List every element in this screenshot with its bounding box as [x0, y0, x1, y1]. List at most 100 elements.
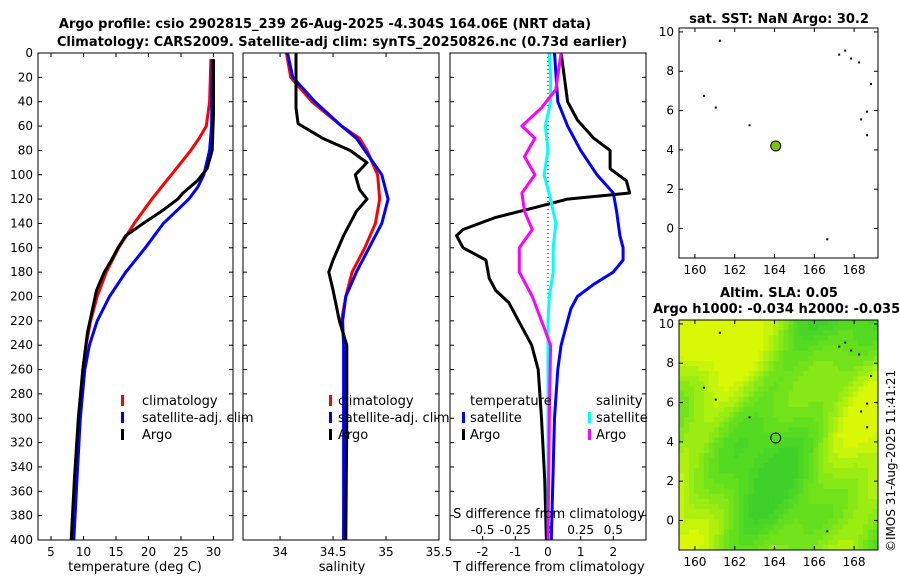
sla-cell: [773, 396, 779, 403]
sla-cell: [838, 534, 844, 541]
sla-cell: [768, 320, 774, 326]
sla-cell: [679, 376, 685, 382]
sla-cell: [808, 401, 814, 408]
sla-cell: [728, 473, 735, 479]
sla-cell: [773, 504, 779, 510]
sla-cell: [828, 519, 834, 525]
sla-cell: [683, 534, 690, 541]
sla-cell: [838, 529, 844, 536]
sla-cell: [773, 422, 779, 428]
sla-cell: [838, 386, 844, 392]
sla-cell: [703, 406, 710, 413]
sla-cell: [798, 452, 804, 459]
sla-cell: [698, 504, 705, 510]
sla-cell: [838, 330, 844, 336]
sst-map-title: sat. SST: NaN Argo: 30.2: [689, 12, 869, 27]
sla-cell: [783, 534, 789, 541]
sla-cell: [783, 524, 789, 530]
sla-cell: [823, 366, 829, 372]
sla-cell: [713, 427, 720, 433]
sla-cell: [863, 458, 869, 464]
sla-cell: [728, 452, 735, 459]
sla-cell: [718, 447, 725, 454]
sla-cell: [808, 406, 814, 413]
sla-cell: [843, 427, 849, 433]
sla-cell: [743, 422, 750, 428]
sla-cell: [863, 463, 869, 469]
sla-cell: [743, 350, 750, 357]
sla-cell: [683, 498, 690, 505]
sla-cell: [728, 447, 735, 454]
sla-cell: [693, 381, 700, 387]
sla-cell: [808, 488, 814, 495]
sla-cell: [713, 371, 720, 377]
sla-cell: [803, 381, 809, 387]
sla-cell: [708, 519, 715, 525]
sla-cell: [723, 514, 730, 520]
sla-cell: [683, 391, 690, 398]
sla-cell: [778, 544, 784, 551]
sla-cell: [843, 529, 849, 536]
sla-cell: [693, 320, 700, 326]
sla-cell: [803, 452, 809, 459]
sla-cell: [828, 442, 834, 449]
sla-cell: [693, 355, 700, 362]
sla-cell: [818, 345, 824, 352]
sla-cell: [818, 325, 824, 331]
sla-cell: [698, 417, 705, 423]
sla-cell: [768, 406, 774, 413]
sla-cell: [748, 417, 755, 423]
sla-cell: [763, 519, 769, 525]
sla-cell: [738, 350, 745, 357]
sla-cell: [718, 539, 725, 546]
sla-cell: [868, 473, 874, 479]
legend-mark-t-argo: [462, 429, 465, 440]
sla-cell: [853, 396, 859, 403]
sla-cell: [793, 529, 799, 536]
sla-cell: [743, 330, 750, 336]
sla-cell: [863, 417, 869, 423]
sla-cell: [743, 504, 750, 510]
sla-cell: [753, 524, 760, 530]
legend-mark-climatology: [329, 395, 332, 406]
sla-cell: [803, 468, 809, 474]
sla-cell: [868, 493, 874, 500]
sla-cell: [698, 534, 705, 541]
sla-cell: [868, 519, 874, 525]
sla-cell: [693, 412, 700, 418]
sla-cell: [783, 406, 789, 413]
lat-tick-label: 10: [659, 25, 674, 39]
sla-cell: [723, 544, 730, 551]
sla-map-title: Altim. SLA: 0.05: [720, 286, 838, 301]
sla-cell: [688, 509, 695, 515]
sla-cell: [793, 350, 799, 357]
sla-cell: [728, 524, 735, 530]
depth-tick-label: 240: [10, 338, 33, 352]
sla-cell: [858, 539, 864, 546]
sla-cell: [733, 376, 740, 382]
sla-cell: [788, 406, 794, 413]
sla-cell: [808, 335, 814, 341]
sla-cell: [863, 422, 869, 428]
sla-cell: [828, 381, 834, 387]
sla-cell: [743, 427, 750, 433]
sla-cell: [873, 509, 879, 515]
sla-cell: [833, 330, 839, 336]
sla-cell: [738, 473, 745, 479]
sla-cell: [808, 458, 814, 464]
sla-cell: [693, 391, 700, 398]
sla-cell: [713, 463, 720, 469]
sla-cell: [708, 529, 715, 536]
sla-cell: [748, 320, 755, 326]
sla-cell: [853, 514, 859, 520]
sla-cell: [693, 376, 700, 382]
sla-cell: [868, 376, 874, 382]
sla-cell: [753, 534, 760, 541]
sla-cell: [813, 519, 819, 525]
sla-cell: [828, 325, 834, 331]
sla-cell: [703, 417, 710, 423]
sla-cell: [713, 519, 720, 525]
sla-cell: [813, 498, 819, 505]
sla-cell: [698, 478, 705, 484]
sla-cell: [803, 437, 809, 444]
